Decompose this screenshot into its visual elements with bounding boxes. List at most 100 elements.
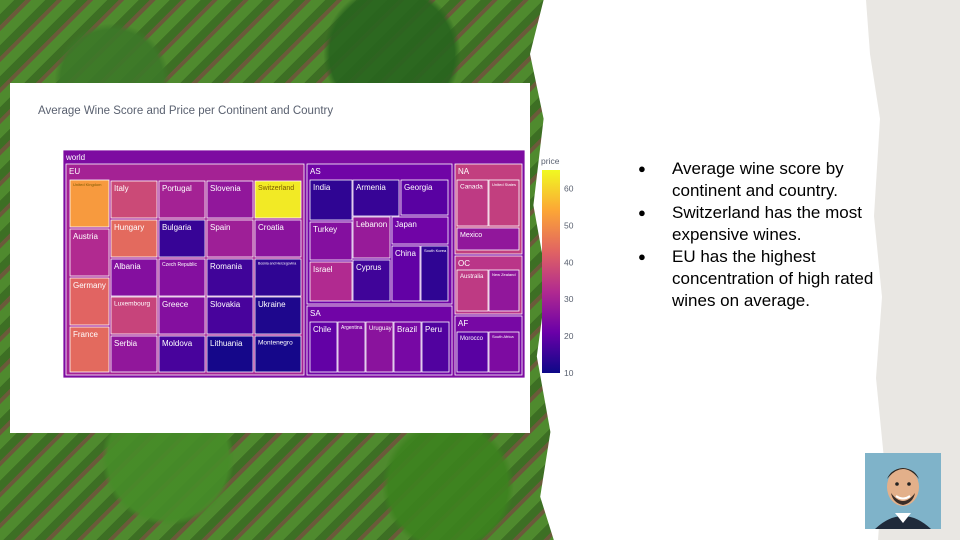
colorbar-tick-label: 10 xyxy=(564,368,574,378)
treemap-label: China xyxy=(395,249,416,258)
treemap-label: Slovenia xyxy=(210,184,241,193)
treemap-label: Slovakia xyxy=(210,300,241,309)
treemap-label: South Korea xyxy=(424,248,447,253)
bullet-item: Switzerland has the most expensive wines… xyxy=(635,202,905,246)
treemap-label: Ukraine xyxy=(258,300,286,309)
treemap-cell-chile xyxy=(309,321,338,373)
treemap-label: Moldova xyxy=(162,339,193,348)
treemap-cell-canada xyxy=(456,179,489,227)
treemap-cell-united-states xyxy=(488,179,520,227)
treemap-cell-austria xyxy=(69,228,110,277)
treemap-cell-switzerland xyxy=(254,180,302,219)
treemap-label: Georgia xyxy=(404,183,433,192)
treemap-label: Bulgaria xyxy=(162,223,192,232)
treemap-label: India xyxy=(313,183,331,192)
treemap-cell-bosnia-and-herzegovina xyxy=(254,258,302,297)
treemap-cell-greece xyxy=(158,296,206,335)
treemap-cell-slovakia xyxy=(206,296,254,335)
treemap-label: Portugal xyxy=(162,184,192,193)
treemap-cell-japan xyxy=(391,216,449,245)
treemap-cell-ukraine xyxy=(254,296,302,335)
treemap-cell-india xyxy=(309,179,353,221)
bullet-item: Average wine score by continent and coun… xyxy=(635,158,905,202)
treemap-cell-cyprus xyxy=(352,259,391,302)
treemap-label: South Africa xyxy=(492,334,514,339)
treemap-cell-peru xyxy=(421,321,450,373)
treemap-cell-luxembourg xyxy=(110,296,158,335)
treemap-label: AS xyxy=(310,167,321,176)
treemap-label: world xyxy=(65,153,85,162)
treemap-label: United Kingdom xyxy=(73,182,102,187)
colorbar xyxy=(542,170,560,373)
treemap-cell-united-kingdom xyxy=(69,179,110,228)
treemap-cell-brazil xyxy=(393,321,422,373)
colorbar-title: price xyxy=(541,156,560,166)
colorbar-tick-label: 40 xyxy=(564,257,574,267)
treemap-label: Greece xyxy=(162,300,189,309)
treemap-label: EU xyxy=(69,167,80,176)
treemap-cell-lebanon xyxy=(352,216,391,259)
presenter-avatar xyxy=(865,453,941,529)
treemap-label: Luxembourg xyxy=(114,301,151,308)
treemap-label: Bosnia and Herzegovina xyxy=(258,262,296,266)
colorbar-tick-label: 60 xyxy=(564,183,574,193)
treemap-label: Peru xyxy=(425,325,442,334)
treemap-label: SA xyxy=(310,309,321,318)
treemap-cell-uruguay xyxy=(365,321,394,373)
treemap-cell-hungary xyxy=(110,219,158,258)
treemap-label: Croatia xyxy=(258,223,284,232)
treemap-cell-slovenia xyxy=(206,180,254,219)
treemap-label: France xyxy=(73,330,98,339)
treemap-cell-france xyxy=(69,326,110,373)
treemap-label: OC xyxy=(458,259,470,268)
chart-title: Average Wine Score and Price per Contine… xyxy=(38,105,334,117)
treemap-label: Czech Republic xyxy=(162,262,198,268)
treemap-label: Australia xyxy=(460,274,484,280)
treemap-cell-morocco xyxy=(456,331,489,373)
treemap-label: Armenia xyxy=(356,183,386,192)
treemap-cell-israel xyxy=(309,261,353,302)
treemap-cell-portugal xyxy=(158,180,206,219)
treemap-cell-germany xyxy=(69,277,110,326)
treemap-cell-argentina xyxy=(337,321,366,373)
treemap-label: Mexico xyxy=(460,232,482,239)
person-avatar-icon xyxy=(865,453,941,529)
treemap-cell-bulgaria xyxy=(158,219,206,258)
treemap-label: Morocco xyxy=(460,336,484,342)
colorbar-tick-label: 20 xyxy=(564,331,574,341)
treemap-label: Hungary xyxy=(114,223,144,232)
colorbar-tick-label: 30 xyxy=(564,294,574,304)
treemap-cell-south-korea xyxy=(420,245,449,302)
treemap-cell-australia xyxy=(456,269,489,312)
treemap-cell-lithuania xyxy=(206,335,254,373)
treemap-cell-spain xyxy=(206,219,254,258)
treemap-label: Lithuania xyxy=(210,339,243,348)
treemap-label: Canada xyxy=(460,184,483,191)
treemap-cell-serbia xyxy=(110,335,158,373)
treemap-label: Chile xyxy=(313,325,332,334)
treemap-cell-mexico xyxy=(456,227,520,251)
treemap-cell-italy xyxy=(110,180,158,219)
treemap-label: Turkey xyxy=(313,225,337,234)
treemap-label: Italy xyxy=(114,184,129,193)
bullet-item: EU has the highest concentration of high… xyxy=(635,246,905,312)
treemap-label: New Zealand xyxy=(492,272,516,277)
treemap-label: Japan xyxy=(395,220,417,229)
treemap-label: NA xyxy=(458,167,470,176)
bullet-list: Average wine score by continent and coun… xyxy=(635,158,905,312)
treemap-cell-china xyxy=(391,245,421,302)
treemap-label: Montenegro xyxy=(258,340,293,347)
treemap-cell-romania xyxy=(206,258,254,297)
treemap-label: Argentina xyxy=(341,325,363,331)
treemap-label: Romania xyxy=(210,262,243,271)
treemap-cell-montenegro xyxy=(254,335,302,373)
treemap-label: Albania xyxy=(114,262,141,271)
treemap-label: Israel xyxy=(313,265,333,274)
treemap-cell-new-zealand xyxy=(488,269,520,312)
treemap-label: Switzerland xyxy=(258,185,294,192)
treemap-cell-armenia xyxy=(352,179,400,217)
treemap-label: United States xyxy=(492,182,516,187)
treemap-cell-czech-republic xyxy=(158,258,206,297)
treemap-cell-moldova xyxy=(158,335,206,373)
treemap-label: Lebanon xyxy=(356,220,387,229)
